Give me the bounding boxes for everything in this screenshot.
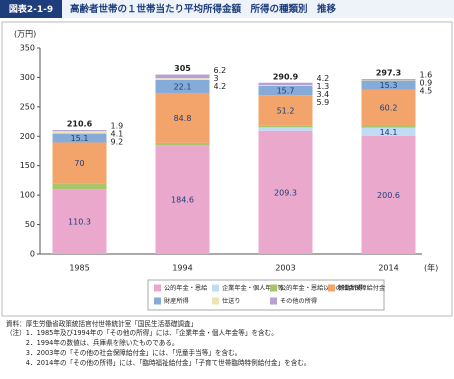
bar-segment xyxy=(361,135,416,254)
value-label: 0.9 xyxy=(420,79,433,88)
total-label: 297.3 xyxy=(376,69,401,78)
bar-segment xyxy=(155,142,210,146)
value-label: 15.3 xyxy=(380,81,398,90)
bar-segment xyxy=(155,79,210,93)
bar-segment xyxy=(258,85,313,96)
value-label: 22.1 xyxy=(174,82,192,91)
bar-segment xyxy=(52,142,107,184)
value-label: 184.6 xyxy=(171,196,194,205)
value-label: 4.2 xyxy=(317,74,330,83)
source: 資料：厚生労働省政策統括官付世帯統計室「国民生活基礎調査」 xyxy=(6,320,198,328)
bar-segment xyxy=(258,95,313,126)
chart-frame xyxy=(1,21,453,317)
bar-segment xyxy=(361,80,416,81)
legend-swatch xyxy=(154,284,161,292)
legend-swatch xyxy=(328,284,335,292)
x-tick-label: 2014 xyxy=(378,264,398,273)
bar-segment xyxy=(258,125,313,128)
title-bar xyxy=(0,0,454,18)
value-label: 15.7 xyxy=(277,87,295,96)
legend-label: 稼働所得 xyxy=(338,284,363,292)
value-label: 15.1 xyxy=(71,134,89,143)
bar-segment xyxy=(258,82,313,86)
y-tick-label: 50 xyxy=(25,220,35,229)
bar-segment xyxy=(155,78,210,80)
bar-segment xyxy=(155,92,210,143)
y-tick-label: 150 xyxy=(20,161,35,170)
value-label: 200.6 xyxy=(377,191,400,200)
note: （注）1．1985年及び1994年の「その他の所得」には、「企業年金・個人年金等… xyxy=(6,329,278,337)
value-label: 60.2 xyxy=(380,103,398,112)
value-label: 209.3 xyxy=(274,188,297,197)
value-label: 9.2 xyxy=(111,138,124,147)
bar-segment xyxy=(52,130,107,132)
value-label: 4.2 xyxy=(214,82,227,91)
value-label: 1.6 xyxy=(420,71,433,80)
bar-segment xyxy=(155,145,210,254)
legend-swatch xyxy=(154,297,161,305)
bar-segment xyxy=(52,131,107,134)
bar-segment xyxy=(361,127,416,136)
legend-label: 企業年金・個人年金等 xyxy=(222,284,284,292)
value-label: 4.1 xyxy=(111,130,124,139)
total-label: 210.6 xyxy=(67,120,93,129)
bar-segment xyxy=(258,130,313,254)
x-tick-label: 1985 xyxy=(69,264,89,273)
y-tick-label: 350 xyxy=(20,44,35,53)
total-label: 305 xyxy=(174,64,191,73)
legend-label: 仕送り xyxy=(222,297,241,305)
legend-swatch xyxy=(270,284,277,292)
bar-segment xyxy=(258,127,313,131)
value-label: 3.4 xyxy=(317,90,330,99)
legend-label: 公的年金・恩給 xyxy=(164,284,208,292)
value-label: 3 xyxy=(214,74,219,83)
bar-segment xyxy=(361,89,416,125)
note: 3．2003年の「その他の社会保障給付金」には、「児童手当等」を含む。 xyxy=(6,349,242,357)
value-label: 1.3 xyxy=(317,82,330,91)
bar-segment xyxy=(52,133,107,143)
legend-swatch xyxy=(212,297,219,305)
bar-segment xyxy=(361,124,416,128)
value-label: 110.3 xyxy=(68,218,91,227)
value-label: 70 xyxy=(74,159,84,168)
y-tick-label: 300 xyxy=(20,73,35,82)
bar-segment xyxy=(52,183,107,190)
value-label: 5.9 xyxy=(317,98,330,107)
note: 4．2014年の「その他の所得」には、「臨時福祉給付金」「子育て世帯臨時特例給付… xyxy=(6,359,311,367)
bar-segment xyxy=(258,85,313,86)
bar-segment xyxy=(155,74,210,79)
y-tick-label: 250 xyxy=(20,102,35,111)
x-tick-label: 1994 xyxy=(172,264,192,273)
value-label: 4.5 xyxy=(420,87,433,96)
x-tick-label: 2003 xyxy=(275,264,295,273)
total-label: 290.9 xyxy=(273,72,299,81)
y-tick-label: 100 xyxy=(20,191,35,200)
value-label: 84.8 xyxy=(174,114,192,123)
bar-segment xyxy=(52,189,107,254)
y-tick-label: 0 xyxy=(30,250,35,259)
value-label: 1.9 xyxy=(111,122,124,131)
figure-badge xyxy=(0,0,62,18)
legend-label: その他の所得 xyxy=(280,297,317,305)
y-unit: (万円) xyxy=(14,30,36,39)
bar-segment xyxy=(361,80,416,90)
legend-swatch xyxy=(270,297,277,305)
figure-no: 図表2-1-9 xyxy=(9,3,53,15)
legend-box xyxy=(147,279,385,311)
title: 高齢者世帯の１世帯当たり平均所得金額 所得の種類別 推移 xyxy=(70,3,337,15)
x-unit: (年) xyxy=(424,263,438,273)
value-label: 51.2 xyxy=(277,106,295,115)
bar-segment xyxy=(361,79,416,81)
value-label: 14.1 xyxy=(380,128,398,137)
chart: 図表2-1-9 高齢者世帯の１世帯当たり平均所得金額 所得の種類別 推移 (万円… xyxy=(0,0,454,317)
legend-label: 財産所得 xyxy=(164,297,189,305)
legend-swatch xyxy=(212,284,219,292)
note: 2．1994年の数値は、兵庫県を除いたものである。 xyxy=(6,339,179,347)
value-label: 6.2 xyxy=(214,66,227,75)
y-tick-label: 200 xyxy=(20,132,35,141)
